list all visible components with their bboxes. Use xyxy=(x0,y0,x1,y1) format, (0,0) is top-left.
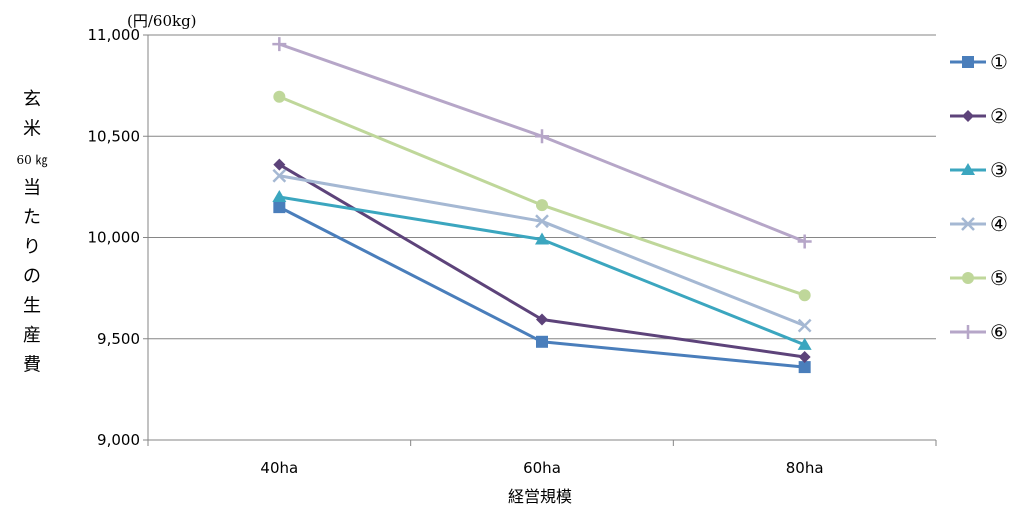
data-point xyxy=(535,129,549,144)
series-4 xyxy=(272,168,812,333)
series-2 xyxy=(273,158,811,363)
data-point xyxy=(797,318,812,333)
legend-marker xyxy=(961,325,975,339)
legend-item-2: ② xyxy=(950,104,1008,128)
y-axis-label-char: 60 ㎏ xyxy=(16,153,47,167)
legend-item-6: ⑥ xyxy=(950,320,1008,344)
legend-marker xyxy=(962,110,974,122)
grid-lines xyxy=(148,34,936,340)
legend-label: ① xyxy=(990,50,1008,74)
data-point xyxy=(536,313,548,326)
series-6 xyxy=(272,37,812,249)
data-point xyxy=(272,37,287,52)
legend-item-4: ④ xyxy=(950,212,1008,236)
y-axis-label-char: た xyxy=(23,207,41,228)
data-point xyxy=(536,199,548,212)
unit-label: (円/60kg) xyxy=(127,12,197,30)
legend-label: ⑥ xyxy=(990,320,1008,344)
x-tick-label: 40ha xyxy=(260,459,298,477)
y-axis-label-char: 費 xyxy=(23,355,41,376)
x-axis-label: 経営規模 xyxy=(508,487,572,506)
x-tick-label: 60ha xyxy=(523,459,561,477)
legend-marker xyxy=(962,272,974,284)
y-axis-label-char: 玄 xyxy=(23,89,41,110)
data-point xyxy=(272,168,287,183)
legend-marker xyxy=(961,163,975,175)
series-line xyxy=(278,95,806,297)
legend-item-1: ① xyxy=(950,50,1008,74)
legend: ① ② ③ ④ ⑤ ⑥ xyxy=(950,50,1008,344)
data-point xyxy=(797,337,812,350)
legend-marker xyxy=(962,56,974,68)
legend-marker xyxy=(961,217,975,231)
y-axis-label-char: 生 xyxy=(23,296,41,317)
x-tick-label: 80ha xyxy=(786,459,824,477)
data-point xyxy=(798,361,811,374)
series-line xyxy=(279,174,806,327)
y-tick-label: 10,000 xyxy=(88,229,141,247)
y-tick-label: 9,000 xyxy=(97,431,140,449)
series-line xyxy=(278,163,805,359)
data-point xyxy=(273,201,286,214)
series-3 xyxy=(272,190,812,350)
data-point xyxy=(798,289,811,302)
y-tick-label: 9,500 xyxy=(97,330,140,348)
x-tick-labels: 40ha 60ha 80ha xyxy=(260,459,823,477)
data-point xyxy=(535,214,549,229)
series-5 xyxy=(273,90,811,302)
series-1 xyxy=(273,201,811,374)
data-point xyxy=(273,158,286,171)
data-point xyxy=(536,335,548,348)
data-point xyxy=(535,232,549,245)
data-point xyxy=(273,90,286,103)
y-axis-label-char: り xyxy=(23,237,41,258)
data-point xyxy=(798,350,811,363)
y-tick-labels: 9,000 9,500 10,000 10,500 11,000 xyxy=(88,26,141,449)
y-tick-label: 10,500 xyxy=(88,127,141,145)
y-axis-label-char: の xyxy=(23,266,41,287)
legend-label: ④ xyxy=(990,212,1008,236)
legend-item-3: ③ xyxy=(950,158,1008,182)
data-point xyxy=(797,234,812,249)
series-group xyxy=(272,37,812,374)
y-axis-label-char: 当 xyxy=(23,178,41,199)
legend-label: ③ xyxy=(990,158,1008,182)
legend-label: ⑤ xyxy=(990,266,1008,290)
legend-item-5: ⑤ xyxy=(950,266,1008,290)
y-axis-label-char: 米 xyxy=(23,119,41,140)
y-axis-label-char: 産 xyxy=(23,325,41,346)
axes xyxy=(143,34,937,446)
y-tick-label: 11,000 xyxy=(88,26,141,44)
data-point xyxy=(272,190,287,202)
legend-label: ② xyxy=(990,104,1008,128)
